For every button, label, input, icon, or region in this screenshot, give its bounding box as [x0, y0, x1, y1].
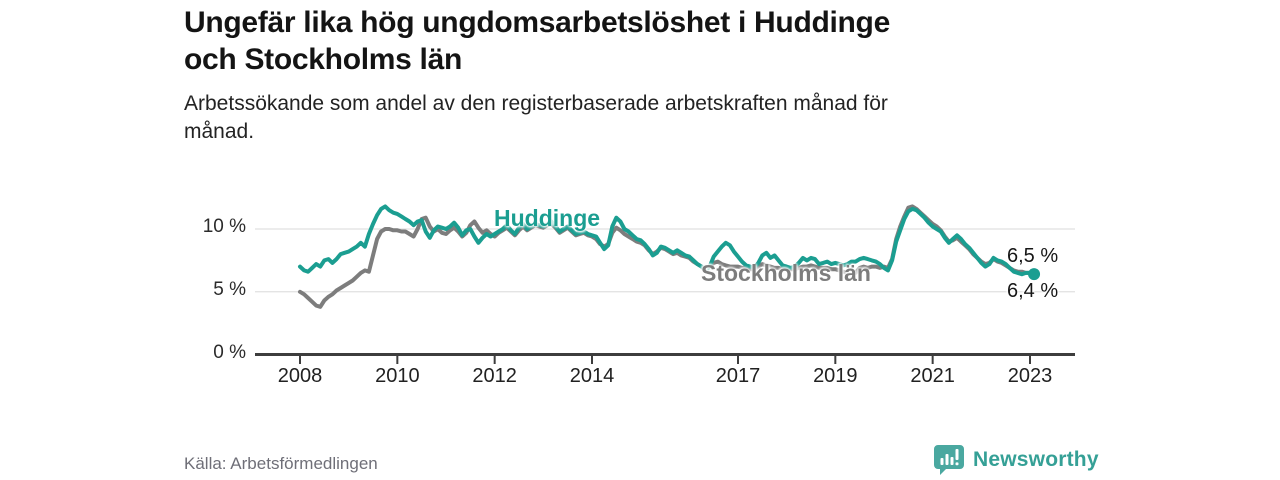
last-point-dot	[1028, 268, 1041, 281]
source-note: Källa: Arbetsförmedlingen	[184, 454, 378, 473]
series-label-stockholm: Stockholms län	[701, 260, 871, 286]
chart-subtitle: Arbetssökande som andel av den registerb…	[184, 92, 888, 143]
x-tick-label: 2012	[472, 365, 517, 387]
x-tick-label: 2021	[910, 365, 955, 387]
y-tick-label: 10 %	[202, 216, 246, 237]
brand-name: Newsworthy	[973, 448, 1099, 471]
x-tick-label: 2023	[1007, 365, 1053, 387]
x-tick-label: 2010	[375, 365, 420, 387]
brand-logo: Newsworthy	[934, 444, 1099, 476]
end-value-stockholm: 6,5 %	[1007, 245, 1059, 267]
x-tick-label: 2008	[277, 365, 323, 387]
y-tick-label: 0 %	[213, 341, 246, 363]
newsworthy-bubble-icon	[934, 445, 964, 475]
x-tick-label: 2017	[715, 365, 761, 387]
end-value-huddinge: 6,4 %	[1007, 280, 1059, 302]
series-line-huddinge	[298, 204, 1036, 277]
x-tick-label: 2014	[569, 365, 615, 387]
x-tick-label: 2019	[813, 365, 858, 387]
y-tick-label: 5 %	[213, 278, 246, 300]
page-title: Ungefär lika hög ungdomsarbetslöshet i H…	[184, 6, 890, 76]
series-label-huddinge: Huddinge	[494, 205, 601, 231]
